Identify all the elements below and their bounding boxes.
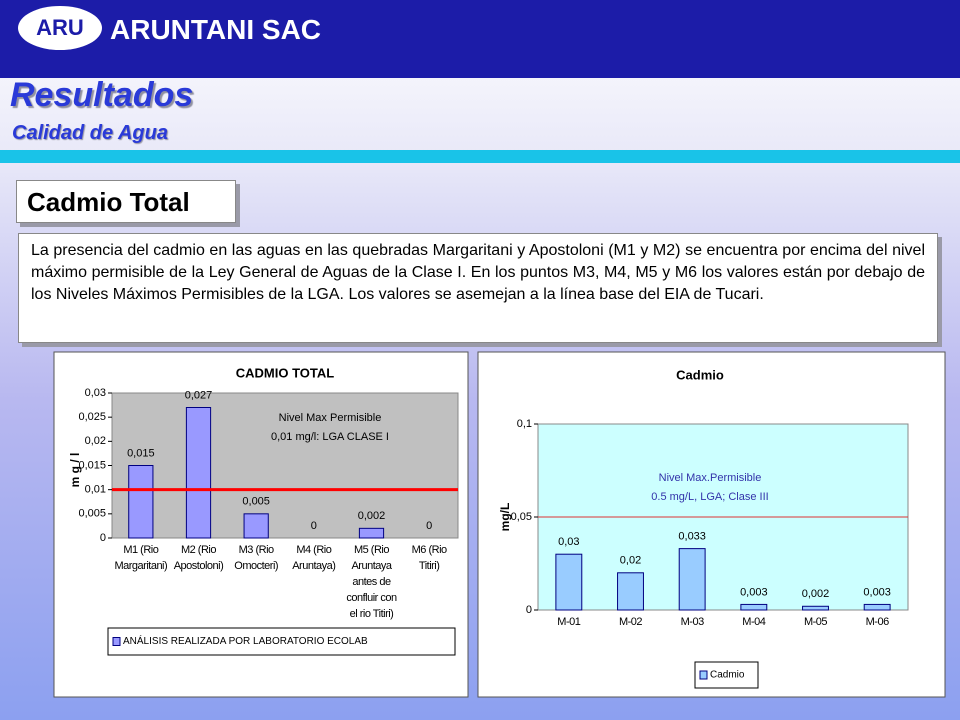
value-label: 0,03 [558, 536, 579, 548]
chart-title: Cadmio [676, 367, 724, 382]
annotation: 0,01 mg/l: LGA CLASE I [271, 431, 389, 443]
x-tick-label: M1 (Rio Margaritani) [114, 544, 168, 572]
annotation: Nivel Max Permisible [279, 412, 382, 424]
value-label: 0,033 [678, 531, 706, 543]
bar [358, 527, 385, 539]
value-label: 0 [426, 520, 432, 532]
y-tick-label: 0,02 [85, 435, 106, 447]
y-tick-label: 0,03 [85, 387, 106, 399]
x-tick-label: M-01 [557, 616, 581, 628]
value-label: 0,027 [185, 389, 213, 401]
x-tick-fo: M4 (Rio Aruntaya) [292, 544, 336, 572]
value-label: 0,003 [740, 586, 768, 598]
x-tick-label: M-03 [680, 616, 705, 628]
annotation: Nivel Max.Permisible [659, 472, 762, 484]
y-tick-label: 0,1 [517, 418, 532, 430]
x-tick-label: M-02 [618, 616, 643, 628]
company: ARUNTANI SAC [110, 14, 322, 45]
x-tick-fo: M2 (Rio Apostoloni) [173, 544, 224, 572]
value-label: 0,015 [127, 447, 155, 459]
y-tick-label: 0 [100, 532, 106, 544]
value-label: 0,02 [620, 555, 641, 567]
legend-label: Cadmio [710, 670, 745, 681]
x-tick-fo: M1 (Rio Margaritani) [114, 544, 168, 572]
paragraph: La presencia del cadmio en las aguas en … [18, 233, 938, 343]
logo: ARU [18, 6, 102, 50]
bar [128, 465, 154, 539]
x-tick-fo: M-04 [742, 616, 766, 628]
bar [802, 605, 829, 611]
header-band [0, 0, 960, 78]
legend-swatch [699, 670, 708, 680]
y-axis-label: m g / l [68, 453, 82, 488]
bar [555, 553, 583, 611]
section-title: Cadmio Total [16, 180, 236, 223]
x-tick-fo: M-06 [865, 616, 890, 628]
x-tick-fo: M-05 [803, 616, 828, 628]
title: Resultados [10, 76, 194, 114]
y-tick-label: 0,005 [78, 508, 106, 520]
x-tick-label: M5 (Rio Aruntaya antes de confluir con e… [346, 544, 397, 620]
y-tick-label: 0,01 [85, 484, 106, 496]
y-tick-label: 0,05 [511, 511, 532, 523]
y-tick-label: 0 [526, 604, 532, 616]
annotation: 0.5 mg/L, LGA; Clase III [651, 491, 768, 503]
x-tick-fo: M-02 [618, 616, 643, 628]
x-tick-fo: M5 (Rio Aruntaya antes de confluir con e… [346, 544, 397, 620]
y-axis-label: mg/L [498, 503, 512, 532]
value-label: 0 [311, 520, 317, 532]
legend-box [107, 627, 456, 656]
x-tick-label: M-06 [865, 616, 890, 628]
x-tick-label: M3 (Rio Omocteri) [234, 544, 279, 572]
bar [185, 407, 212, 539]
x-tick-label: M-05 [803, 616, 828, 628]
x-tick-label: M6 (Rio Titiri) [411, 544, 448, 572]
value-label: 0,002 [358, 510, 386, 522]
x-tick-label: M4 (Rio Aruntaya) [292, 544, 336, 572]
x-tick-label: M2 (Rio Apostoloni) [173, 544, 224, 572]
y-tick-label: 0,025 [78, 411, 106, 423]
chart-title: CADMIO TOTAL [236, 365, 335, 380]
legend-label: ANÁLISIS REALIZADA POR LABORATORIO ECOLA… [123, 634, 368, 647]
legend-swatch [112, 637, 121, 646]
bar [678, 548, 706, 611]
bar [243, 513, 269, 539]
x-tick-fo: M6 (Rio Titiri) [411, 544, 448, 572]
value-label: 0,005 [242, 496, 270, 508]
value-label: 0,003 [863, 586, 891, 598]
y-tick-label: 0,015 [78, 459, 106, 471]
x-tick-fo: M-01 [557, 616, 581, 628]
bar [863, 603, 891, 611]
accent-bar [0, 150, 960, 163]
value-label: 0,002 [802, 588, 830, 600]
bar [740, 603, 768, 611]
plot-area [111, 392, 459, 539]
x-tick-label: M-04 [742, 616, 766, 628]
subtitle: Calidad de Agua [12, 122, 168, 144]
x-tick-fo: M-03 [680, 616, 705, 628]
x-tick-fo: M3 (Rio Omocteri) [234, 544, 279, 572]
bar [617, 572, 644, 611]
